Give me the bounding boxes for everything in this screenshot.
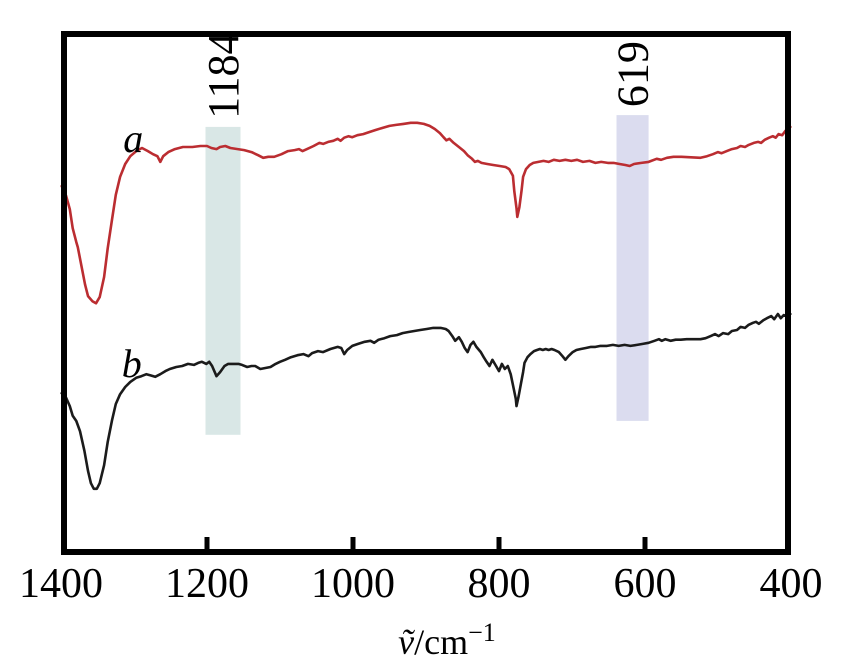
- tick-label-400: 400: [760, 561, 823, 607]
- x-axis-exponent: −1: [468, 618, 496, 647]
- tick-label-800: 800: [468, 561, 531, 607]
- series-layer: [60, 121, 792, 491]
- band-label-1184: 1184: [199, 33, 248, 119]
- band-1184: [205, 126, 241, 435]
- tick-label-1200: 1200: [165, 561, 249, 607]
- x-axis-variable: ṽ: [398, 622, 415, 662]
- series-b-label: b: [122, 341, 142, 386]
- band-label-619: 619: [609, 41, 658, 107]
- bands-layer: [205, 115, 649, 435]
- series-a-curve: [60, 121, 792, 305]
- band-619: [616, 115, 649, 421]
- tick-label-600: 600: [614, 561, 677, 607]
- plot-border: [61, 31, 791, 555]
- series-a-label: a: [123, 116, 143, 161]
- labels-layer: 1184 619 a b: [122, 33, 658, 386]
- tick-label-1000: 1000: [311, 561, 395, 607]
- axis-layer: 1400 1200 1000 800 600 400: [19, 31, 823, 607]
- tick-label-1400: 1400: [19, 561, 103, 607]
- x-axis-unit: /cm: [414, 622, 468, 662]
- series-b-curve: [60, 312, 792, 491]
- x-axis-title: ṽ/cm−1: [398, 618, 496, 662]
